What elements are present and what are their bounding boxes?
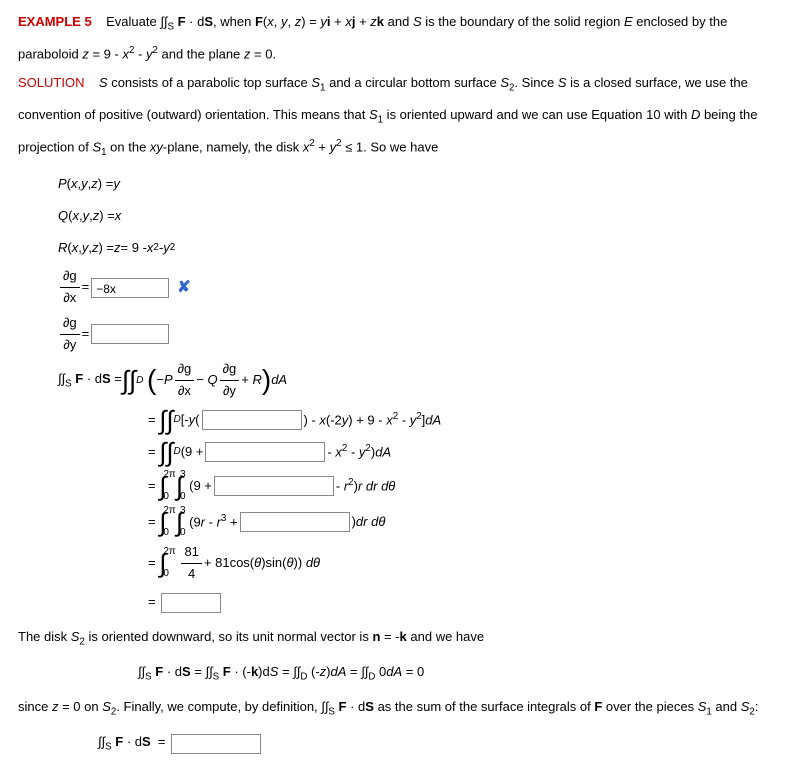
int: ∫ <box>166 410 173 431</box>
solution-para1: SOLUTION S consists of a parabolic top s… <box>18 73 794 96</box>
def-P: P(x, y, z) = y <box>58 170 794 198</box>
def-Q: Q(x, y, z) = x <box>58 202 794 230</box>
disk-equation: ∫∫S F · dS = ∫∫S F · (-k)dS = ∫∫D (-z)dA… <box>138 662 794 685</box>
d: ∂x <box>175 381 194 402</box>
disk-para1: The disk S2 is oriented downward, so its… <box>18 627 794 650</box>
lim: 2π0 <box>163 547 175 579</box>
dgdy-line: ∂g ∂y = <box>58 313 794 356</box>
n: ∂g <box>220 359 240 381</box>
example-label: EXAMPLE 5 <box>18 14 92 29</box>
text: − Q <box>196 370 217 391</box>
incorrect-icon: ✘ <box>177 275 190 301</box>
pre: (9 + <box>181 442 204 463</box>
pre: (9 + <box>186 476 212 497</box>
work-line7: = <box>58 589 794 617</box>
post: - r2)r dr dθ <box>336 475 395 497</box>
frac: ∂g∂x <box>175 359 195 402</box>
eq: = <box>148 476 156 497</box>
solution-para2: convention of positive (outward) orienta… <box>18 105 794 128</box>
eq: = <box>82 277 90 298</box>
dgdx-line: ∂g ∂x = −8x ✘ <box>58 266 794 309</box>
pre: (9r - r3 + <box>186 511 238 533</box>
definitions-block: P(x, y, z) = y Q(x, y, z) = x R(x, y, z)… <box>58 170 794 616</box>
disk-para2: since z = 0 on S2. Finally, we compute, … <box>18 697 794 720</box>
work-line1: ∫∫S F · dS = ∫ ∫D ( −P ∂g∂x − Q ∂g∂y + R… <box>58 359 794 402</box>
text: −P <box>156 370 172 391</box>
rparen: ) <box>262 369 271 391</box>
text: Evaluate ∫∫S F · dS, when F(x, y, z) = y… <box>106 14 727 29</box>
dgdx-frac: ∂g ∂x <box>60 266 80 309</box>
eq: = <box>148 410 156 431</box>
post: ) - x(-2y) + 9 - x2 - y2]dA <box>304 409 442 431</box>
num: ∂g <box>60 266 80 288</box>
num: ∂g <box>60 313 80 335</box>
int: ∫ <box>122 370 129 391</box>
eq: = <box>148 553 156 574</box>
final-lhs: ∫∫S F · dS = <box>98 732 169 755</box>
solution-para3: projection of S1 on the xy-plane, namely… <box>18 136 794 161</box>
dgdy-frac: ∂g ∂y <box>60 313 80 356</box>
d: ∂y <box>220 381 239 402</box>
example-line2: paraboloid z = 9 - x2 - y2 and the plane… <box>18 43 794 65</box>
frac: ∂g∂y <box>220 359 240 402</box>
d: 4 <box>185 564 198 585</box>
lim: 2π0 <box>163 506 175 538</box>
dgdy-input[interactable] <box>91 324 169 344</box>
frac: 814 <box>181 542 201 585</box>
sub: D <box>173 444 180 460</box>
work-line3: = ∫ ∫D (9 + - x2 - y2)dA <box>58 438 794 466</box>
sub: D <box>136 373 143 389</box>
n: 81 <box>181 542 201 564</box>
text: S consists of a parabolic top surface S1… <box>99 75 748 90</box>
int: ∫ <box>166 442 173 463</box>
lhs: ∫∫S F · dS = <box>58 369 122 392</box>
line5-input[interactable] <box>240 512 350 532</box>
int: ∫ <box>129 370 136 391</box>
work-line5: = ∫2π0 ∫30 (9r - r3 + )dr dθ <box>58 506 794 538</box>
final-equation: ∫∫S F · dS = <box>98 732 794 755</box>
dgdx-input[interactable]: −8x <box>91 278 169 298</box>
line7-input[interactable] <box>161 593 221 613</box>
eq: = <box>148 592 156 613</box>
line2-input[interactable] <box>202 410 302 430</box>
def-R: R(x, y, z) = z = 9 - x2 - y2 <box>58 234 794 262</box>
line3-input[interactable] <box>205 442 325 462</box>
final-input[interactable] <box>171 734 261 754</box>
eq: = <box>148 442 156 463</box>
den: ∂y <box>60 335 79 356</box>
post: )dr dθ <box>352 512 386 533</box>
line4-input[interactable] <box>214 476 334 496</box>
eq: = <box>82 324 90 345</box>
post: + 81cos(θ)sin(θ)) dθ <box>204 553 320 574</box>
post: - x2 - y2)dA <box>327 441 391 463</box>
work-line6: = ∫2π0 814 + 81cos(θ)sin(θ)) dθ <box>58 542 794 585</box>
work-line4: = ∫2π0 ∫30 (9 + - r2)r dr dθ <box>58 470 794 502</box>
pre: [-y( <box>181 410 200 431</box>
work-line2: = ∫ ∫D [-y( ) - x(-2y) + 9 - x2 - y2]dA <box>58 406 794 434</box>
lparen: ( <box>147 369 156 391</box>
text: + R <box>241 370 262 391</box>
lim: 2π0 <box>163 470 175 502</box>
den: ∂x <box>60 288 79 309</box>
eq: = <box>148 512 156 533</box>
n: ∂g <box>175 359 195 381</box>
example-prompt: EXAMPLE 5 Evaluate ∫∫S F · dS, when F(x,… <box>18 12 794 35</box>
dA: dA <box>271 370 287 391</box>
sub: D <box>173 412 180 428</box>
solution-label: SOLUTION <box>18 75 84 90</box>
